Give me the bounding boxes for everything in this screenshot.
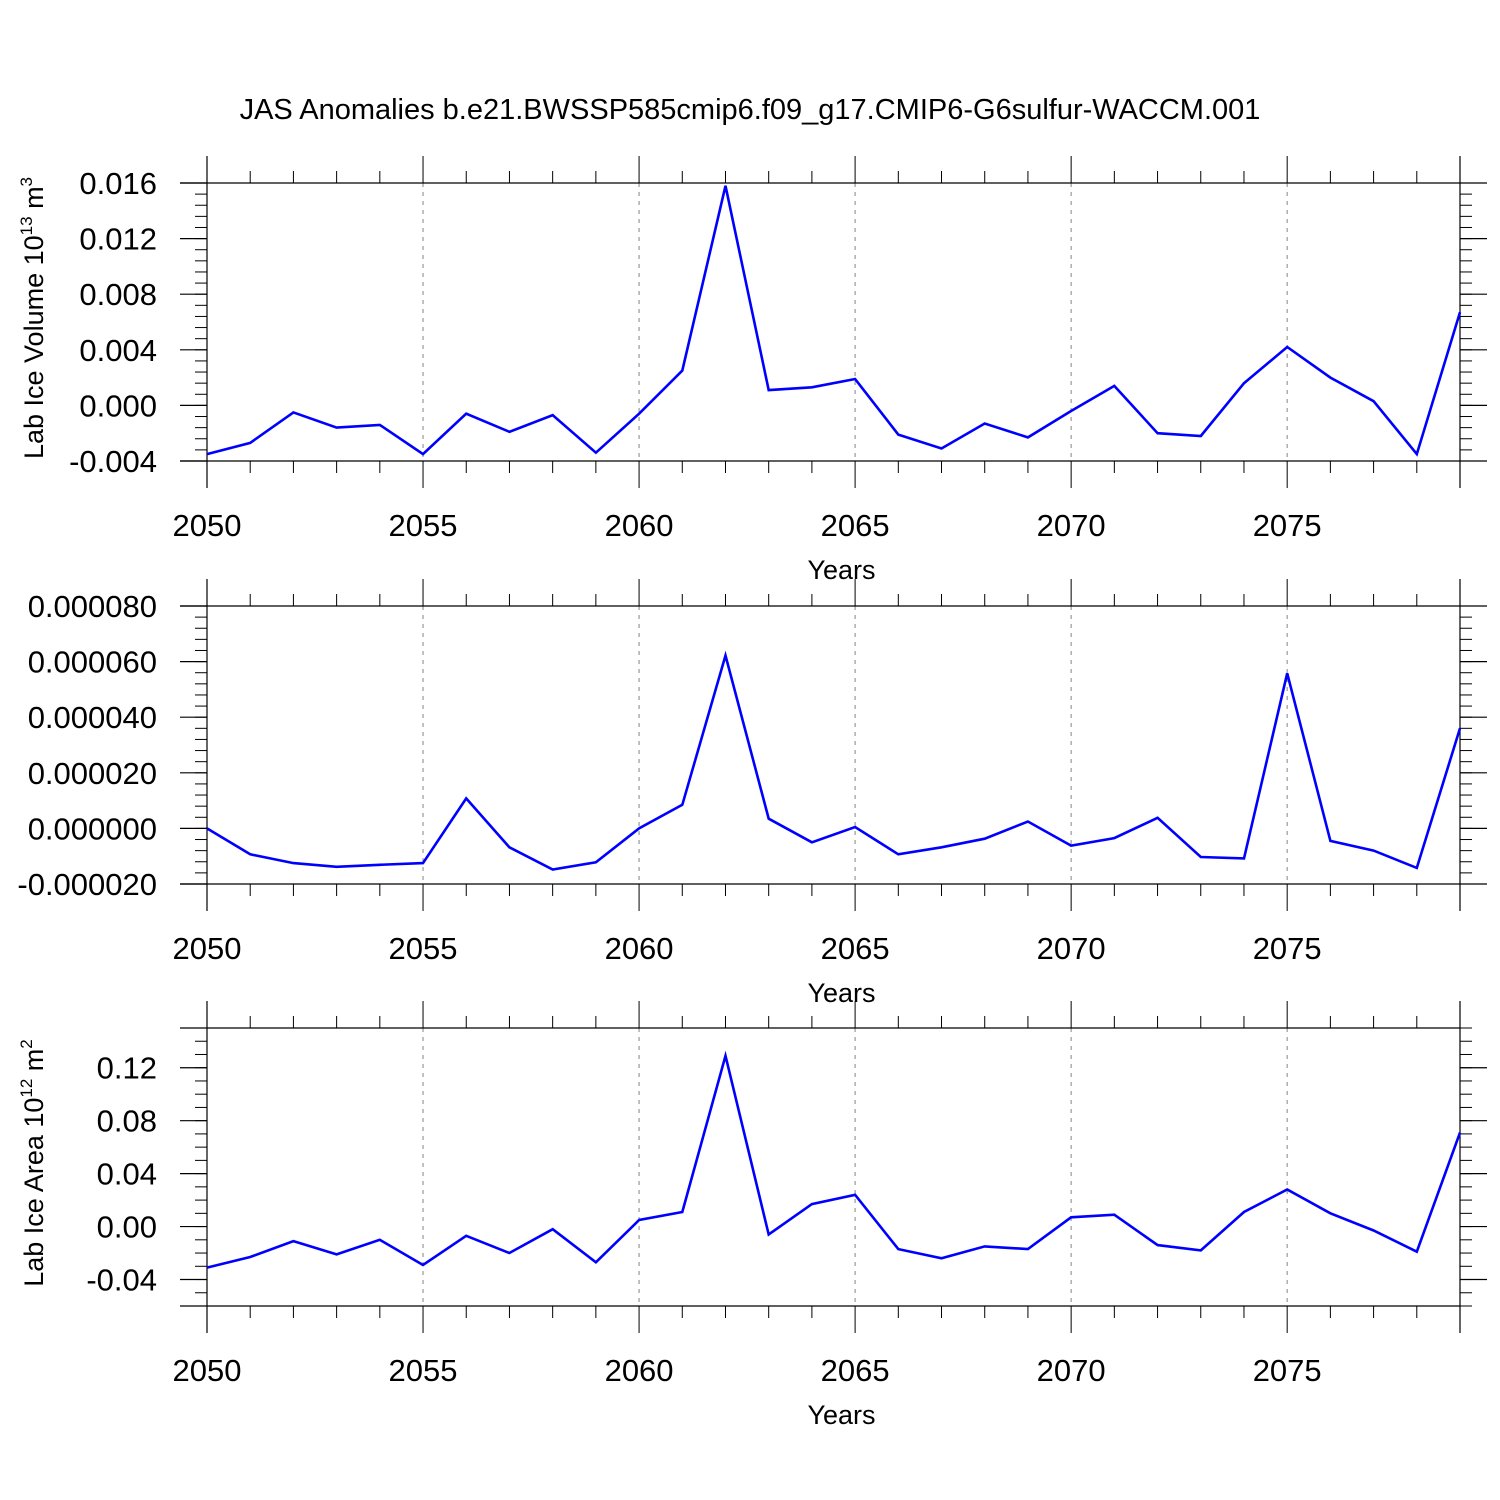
series-line (206, 185, 1462, 457)
x-tick-label: 2050 (173, 1353, 242, 1388)
y-tick-label: 0.12 (97, 1051, 157, 1086)
y-tick-label: -0.04 (86, 1263, 157, 1298)
x-tick-label: 2060 (605, 931, 674, 966)
x-tick-label: 2070 (1037, 931, 1106, 966)
x-tick-label: 2050 (173, 931, 242, 966)
y-tick-label: 0.000060 (28, 645, 157, 680)
x-tick-label: 2055 (389, 508, 458, 543)
x-tick-label: 2065 (821, 931, 890, 966)
y-tick-label: 0.00 (97, 1210, 157, 1245)
y-tick-label: -0.000020 (17, 867, 157, 902)
x-tick-label: 2060 (605, 508, 674, 543)
y-tick-label: 0.008 (79, 277, 157, 312)
y-axis-label: Lab Ice Area 1012 m2 (17, 1039, 49, 1287)
chart-panel-3: -0.04 0.00 0.04 0.08 0.12 2050 2055 2060 2065 207… (17, 1001, 1487, 1430)
chart-title: JAS Anomalies b.e21.BWSSP585cmip6.f09_g1… (240, 94, 1261, 126)
y-tick-label: 0.08 (97, 1104, 157, 1139)
x-axis-label: Years (807, 555, 875, 585)
y-tick-label: 0.004 (79, 333, 157, 368)
x-tick-label: 2075 (1253, 1353, 1322, 1388)
panels: -0.004 0.000 0.004 0.008 0.012 0.016 2050 2055 2… (17, 156, 1487, 1430)
y-tick-label: 0.000040 (28, 700, 157, 735)
x-tick-label: 2075 (1253, 508, 1322, 543)
x-tick-label: 2070 (1037, 1353, 1106, 1388)
x-tick-label: 2070 (1037, 508, 1106, 543)
x-tick-label: 2065 (821, 1353, 890, 1388)
y-tick-label: 0.000020 (28, 756, 157, 791)
x-tick-label: 2050 (173, 508, 242, 543)
x-tick-label: 2060 (605, 1353, 674, 1388)
chart-panel-1: -0.004 0.000 0.004 0.008 0.012 0.016 2050 2055 2… (17, 156, 1487, 585)
x-axis-label: Years (807, 1400, 875, 1430)
series-line (206, 1050, 1462, 1269)
y-tick-label: 0.012 (79, 222, 157, 257)
y-tick-label: 0.000 (79, 388, 157, 423)
y-axis-label: Lab Ice Volume 1013 m3 (17, 177, 49, 459)
y-tick-label: -0.004 (69, 444, 157, 479)
x-tick-label: 2065 (821, 508, 890, 543)
chart-panel-2: -0.000020 0.000000 0.000020 0.000040 0.00006… (17, 579, 1487, 1008)
x-axis-label: Years (807, 978, 875, 1008)
x-tick-label: 2055 (389, 1353, 458, 1388)
y-tick-label: 0.000000 (28, 811, 157, 846)
y-tick-label: 0.000080 (28, 589, 157, 624)
x-tick-label: 2075 (1253, 931, 1322, 966)
x-tick-label: 2055 (389, 931, 458, 966)
series-line (206, 650, 1462, 871)
y-tick-label: 0.016 (79, 166, 157, 201)
y-tick-label: 0.04 (97, 1157, 157, 1192)
